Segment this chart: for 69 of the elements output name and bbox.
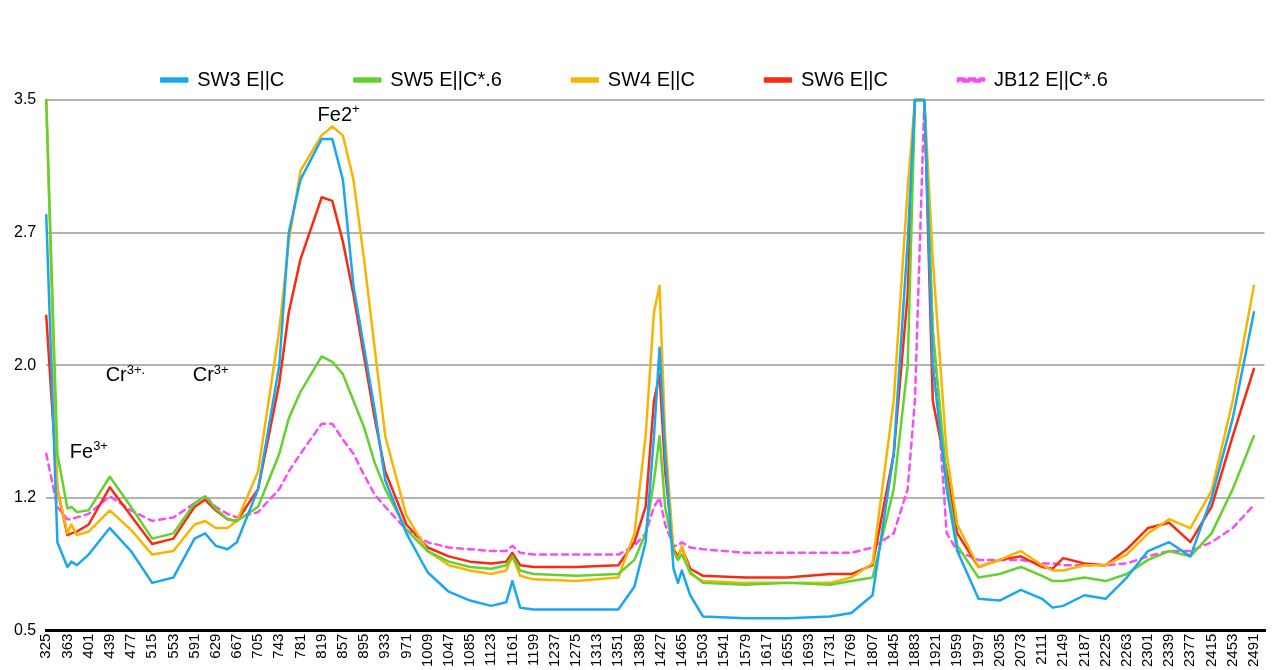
x-tick-label: 1997 bbox=[968, 633, 986, 668]
x-tick-label: 515 bbox=[142, 633, 160, 659]
y-tick-label: 2.7 bbox=[13, 223, 37, 241]
x-tick-label: 2035 bbox=[989, 633, 1007, 668]
x-tick-label: 1921 bbox=[926, 633, 944, 668]
x-tick-label: 895 bbox=[354, 633, 372, 659]
x-tick-label: 363 bbox=[57, 633, 75, 659]
x-tick-label: 705 bbox=[248, 633, 266, 659]
x-tick-label: 1199 bbox=[523, 633, 541, 666]
y-tick-label: 2.0 bbox=[13, 355, 37, 373]
x-tick-label: 1541 bbox=[714, 633, 732, 668]
x-tick-label: 2491 bbox=[1244, 633, 1262, 668]
x-tick-label: 1427 bbox=[650, 633, 668, 668]
x-tick-label: 2415 bbox=[1201, 633, 1219, 668]
legend-label: SW6 E||C bbox=[800, 67, 888, 90]
x-tick-label: 1959 bbox=[947, 633, 965, 668]
legend-label: JB12 E||C*.6 bbox=[993, 67, 1108, 90]
x-tick-label: 1313 bbox=[587, 633, 605, 668]
x-tick-label: 1161 bbox=[502, 633, 520, 666]
x-tick-label: 591 bbox=[184, 633, 202, 659]
x-tick-label: 629 bbox=[205, 633, 223, 659]
x-tick-label: 401 bbox=[78, 633, 96, 659]
x-tick-label: 1883 bbox=[905, 633, 923, 668]
x-tick-label: 1123 bbox=[481, 633, 499, 666]
x-tick-label: 1769 bbox=[841, 633, 859, 668]
x-tick-label: 2339 bbox=[1159, 633, 1177, 668]
x-tick-label: 1617 bbox=[756, 633, 774, 668]
x-tick-label: 1693 bbox=[799, 633, 817, 668]
x-tick-label: 2453 bbox=[1222, 633, 1240, 668]
x-tick-label: 857 bbox=[333, 633, 350, 659]
x-tick-label: 2149 bbox=[1053, 633, 1071, 668]
x-tick-label: 1237 bbox=[544, 633, 562, 668]
x-tick-label: 2225 bbox=[1095, 633, 1113, 668]
x-tick-label: 439 bbox=[99, 633, 117, 659]
x-tick-label: 1465 bbox=[672, 633, 689, 668]
x-tick-label: 2187 bbox=[1074, 633, 1092, 668]
x-tick-label: 667 bbox=[227, 633, 245, 659]
x-tick-label: 1655 bbox=[777, 633, 795, 668]
legend-label: SW4 E||C bbox=[607, 67, 695, 90]
legend-label: SW5 E||C*.6 bbox=[390, 67, 502, 90]
x-tick-label: 743 bbox=[269, 633, 287, 659]
x-tick-label: 933 bbox=[375, 633, 393, 659]
x-tick-label: 1009 bbox=[417, 633, 435, 668]
x-tick-label: 477 bbox=[121, 633, 139, 659]
y-tick-label: 0.5 bbox=[13, 621, 37, 639]
x-tick-label: 553 bbox=[163, 633, 181, 659]
x-tick-label: 325 bbox=[36, 633, 54, 659]
x-tick-label: 1845 bbox=[883, 633, 901, 668]
x-tick-label: 1579 bbox=[735, 633, 753, 668]
x-tick-label: 781 bbox=[290, 633, 308, 659]
x-tick-label: 2263 bbox=[1116, 633, 1134, 668]
legend-label: SW3 E||C bbox=[197, 67, 285, 90]
x-tick-label: 1807 bbox=[862, 633, 880, 668]
x-tick-label: 971 bbox=[396, 633, 414, 659]
y-tick-label: 1.2 bbox=[13, 488, 37, 506]
x-tick-label: 819 bbox=[311, 633, 329, 659]
x-tick-label: 1731 bbox=[820, 633, 838, 668]
x-tick-label: 1351 bbox=[608, 633, 626, 668]
x-tick-label: 1389 bbox=[629, 633, 647, 668]
x-tick-label: 2111 bbox=[1032, 633, 1050, 665]
y-tick-label: 3.5 bbox=[13, 90, 37, 108]
x-tick-label: 1085 bbox=[460, 633, 478, 668]
x-tick-label: 2073 bbox=[1010, 633, 1028, 668]
x-tick-label: 1047 bbox=[438, 633, 456, 668]
x-tick-label: 2301 bbox=[1138, 633, 1156, 668]
x-tick-label: 1503 bbox=[693, 633, 711, 668]
x-tick-label: 2377 bbox=[1180, 633, 1198, 668]
annotation: Fe2+ bbox=[317, 101, 360, 126]
x-tick-label: 1275 bbox=[566, 633, 584, 668]
